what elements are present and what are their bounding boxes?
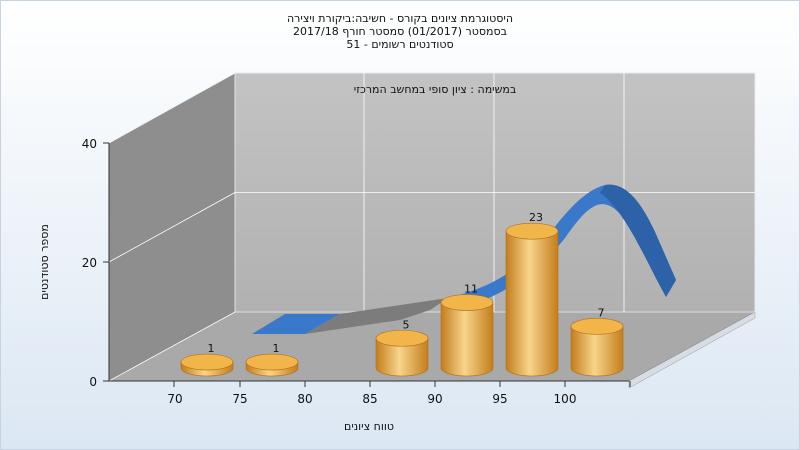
bar-top <box>505 222 559 240</box>
gridline-left <box>108 311 236 382</box>
bar <box>180 353 234 377</box>
curve-segment-shadow <box>600 184 676 297</box>
bar-top <box>245 353 299 371</box>
bar <box>440 294 494 377</box>
bar-body <box>570 326 624 377</box>
data-label: 1 <box>208 342 215 355</box>
bar-top <box>180 353 234 371</box>
x-axis-title: טווח ציונים <box>344 420 394 433</box>
y-tick-label: 0 <box>89 375 97 389</box>
data-label: 23 <box>529 211 543 224</box>
bar <box>505 222 559 377</box>
chart-title-line-3: סטודנטים רשומים - 51 <box>346 38 454 51</box>
y-tick-label: 40 <box>82 137 97 151</box>
bar <box>245 353 299 377</box>
y-axis: 0 20 40 <box>82 137 110 389</box>
bar-top <box>570 318 624 335</box>
bars <box>180 222 624 377</box>
chart-title-line-2: בסמסטר (01/2017) סמסטר חורף 2017/18 <box>293 25 507 38</box>
x-axis: 70 75 80 85 90 95 100 <box>109 380 631 406</box>
distribution-curve <box>252 184 676 334</box>
chart-title-line-1: היסטוגרמת ציונים בקורס - חשיבה:ביקורת וי… <box>286 12 514 25</box>
curve-segment-peak <box>448 184 676 312</box>
bar <box>375 329 429 377</box>
x-tick-label: 100 <box>554 392 577 406</box>
bar-body <box>505 230 559 377</box>
gridline-left <box>108 72 236 144</box>
x-tick-label: 75 <box>232 392 247 406</box>
gridline-left <box>108 192 236 263</box>
x-tick-label: 80 <box>297 392 312 406</box>
bar-top <box>375 329 429 347</box>
curve-segment-gray <box>305 298 448 334</box>
data-label: 5 <box>403 318 410 331</box>
bar-top <box>440 294 494 311</box>
x-tick-label: 95 <box>492 392 507 406</box>
y-axis-title: מספר סטודנטים <box>38 224 51 300</box>
x-tick-label: 85 <box>362 392 377 406</box>
curve-segment-flat <box>252 314 340 334</box>
x-tick-label: 70 <box>167 392 182 406</box>
chart-subtitle: במשימה : ציון סופי במחשב המרכזי <box>354 83 517 96</box>
x-tick-label: 90 <box>427 392 442 406</box>
data-label: 7 <box>598 306 605 319</box>
bar <box>570 318 624 377</box>
data-label: 11 <box>464 283 478 296</box>
right-side-edge <box>628 311 756 389</box>
bar-body <box>440 302 494 377</box>
gridlines <box>108 72 756 382</box>
bar-body <box>375 337 429 377</box>
y-tick-label: 20 <box>82 256 97 270</box>
data-label: 1 <box>273 342 280 355</box>
